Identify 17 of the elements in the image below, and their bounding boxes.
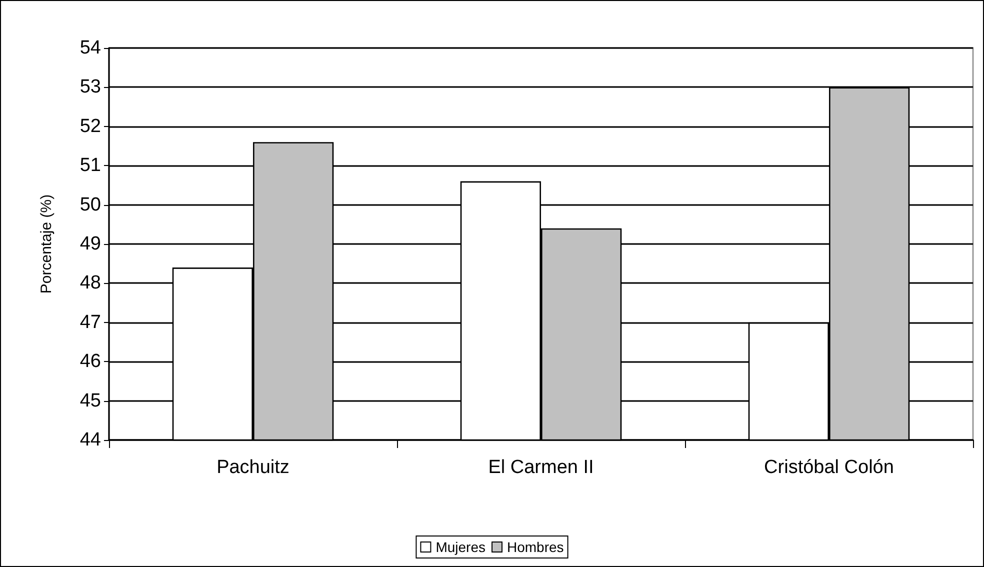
y-tick-label: 47 — [80, 312, 101, 333]
x-tick-label: Pachuitz — [216, 457, 290, 478]
y-axis-title: Porcentaje (%) — [38, 194, 55, 294]
x-tick-label: El Carmen II — [488, 457, 594, 478]
y-tick-label: 45 — [80, 390, 101, 412]
y-tick-label: 44 — [80, 430, 102, 450]
x-tick-label: Cristóbal Colón — [764, 457, 894, 478]
y-tick-label: 50 — [80, 194, 101, 216]
y-tick-label: 52 — [80, 116, 101, 137]
y-tick-label: 51 — [80, 155, 101, 176]
y-tick-label: 53 — [80, 76, 101, 98]
y-tick-label: 49 — [80, 234, 101, 254]
y-tick-label: 46 — [80, 351, 101, 372]
y-tick-label: 48 — [80, 272, 101, 294]
legend-label: Mujeres — [436, 539, 486, 555]
y-tick-label: 54 — [80, 38, 102, 58]
legend-label: Hombres — [507, 539, 564, 555]
